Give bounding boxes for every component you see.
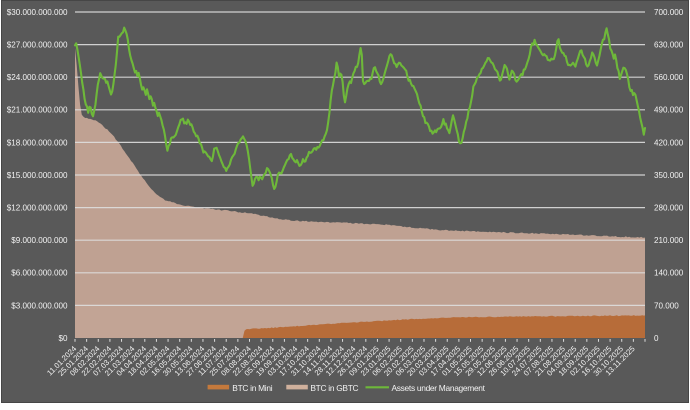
svg-text:$21.000.000.000: $21.000.000.000	[7, 106, 68, 115]
svg-text:210.000: 210.000	[654, 236, 684, 245]
svg-text:$24.000.000.000: $24.000.000.000	[7, 73, 68, 82]
svg-text:700.000: 700.000	[654, 8, 684, 17]
svg-text:420.000: 420.000	[654, 138, 684, 147]
svg-text:490.000: 490.000	[654, 106, 684, 115]
svg-text:$12.000.000.000: $12.000.000.000	[7, 204, 68, 213]
svg-text:$15.000.000.000: $15.000.000.000	[7, 171, 68, 180]
svg-text:Assets under Management: Assets under Management	[392, 383, 486, 393]
svg-text:BTC in GBTC: BTC in GBTC	[310, 383, 358, 393]
svg-text:0: 0	[654, 334, 659, 343]
svg-text:140.000: 140.000	[654, 269, 684, 278]
svg-text:$0: $0	[58, 334, 68, 343]
svg-text:$27.000.000.000: $27.000.000.000	[7, 41, 68, 50]
svg-text:70.000: 70.000	[654, 301, 679, 310]
svg-text:$3.000.000.000: $3.000.000.000	[11, 301, 68, 310]
svg-text:560.000: 560.000	[654, 73, 684, 82]
svg-text:280.000: 280.000	[654, 204, 684, 213]
svg-text:$9.000.000.000: $9.000.000.000	[11, 236, 68, 245]
svg-text:$30.000.000.000: $30.000.000.000	[7, 8, 68, 17]
svg-text:$6.000.000.000: $6.000.000.000	[11, 269, 68, 278]
svg-text:350.000: 350.000	[654, 171, 684, 180]
svg-text:$18.000.000.000: $18.000.000.000	[7, 138, 68, 147]
svg-text:BTC in Mini: BTC in Mini	[232, 383, 272, 393]
svg-text:630.000: 630.000	[654, 41, 684, 50]
